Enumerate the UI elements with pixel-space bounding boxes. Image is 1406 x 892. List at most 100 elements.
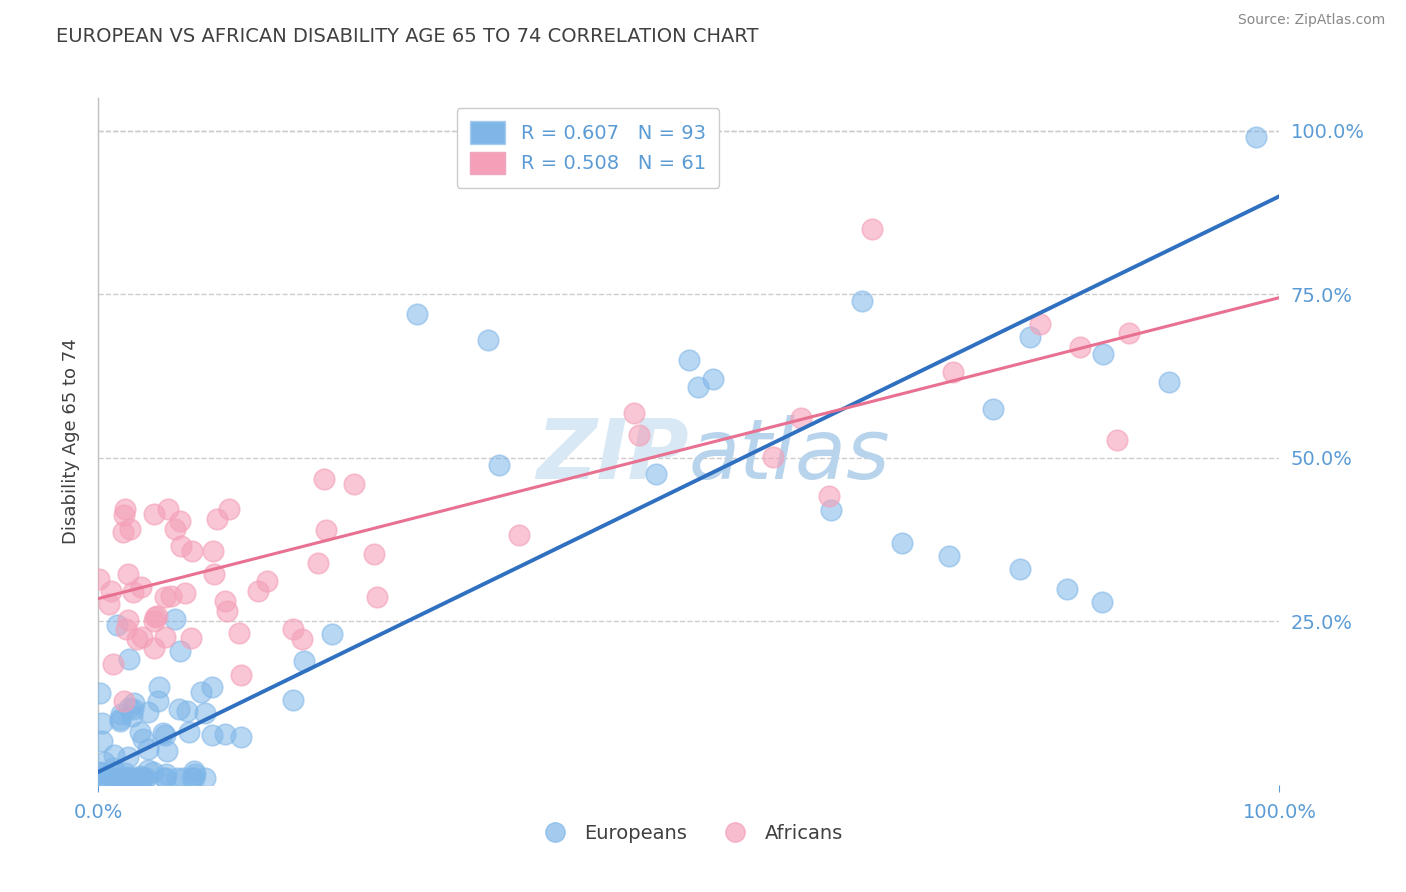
Point [314, 471, 336, 485]
Point [181, 772, 204, 786]
Point [152, 726, 174, 740]
Point [118, 652, 141, 666]
Point [163, 522, 186, 536]
Point [183, 772, 205, 786]
Point [201, 544, 224, 558]
Point [136, 705, 159, 719]
Point [129, 724, 152, 739]
Point [118, 700, 141, 714]
Y-axis label: Disability Age 65 to 74: Disability Age 65 to 74 [62, 339, 80, 544]
Point [160, 589, 183, 603]
Point [363, 547, 385, 561]
Point [366, 591, 388, 605]
Point [110, 772, 132, 786]
Point [890, 536, 912, 550]
Point [121, 584, 143, 599]
Point [166, 772, 188, 786]
Point [134, 772, 156, 786]
Point [153, 630, 176, 644]
Point [214, 594, 236, 608]
Point [292, 654, 315, 668]
Point [217, 603, 239, 617]
Point [762, 450, 785, 464]
Point [114, 772, 136, 786]
Point [290, 632, 312, 647]
Point [148, 680, 170, 694]
Point [118, 522, 141, 536]
Point [202, 566, 225, 581]
Point [860, 222, 883, 236]
Point [103, 772, 125, 786]
Point [103, 748, 125, 763]
Point [228, 626, 250, 640]
Point [143, 614, 166, 628]
Point [101, 657, 124, 671]
Point [148, 694, 170, 708]
Point [117, 613, 139, 627]
Point [508, 527, 530, 541]
Point [1008, 562, 1031, 576]
Point [115, 772, 138, 786]
Point [122, 696, 145, 710]
Point [110, 712, 132, 726]
Point [155, 591, 177, 605]
Text: ZIP: ZIP [536, 415, 689, 496]
Point [702, 372, 724, 386]
Point [142, 641, 165, 656]
Point [1118, 326, 1140, 341]
Point [128, 768, 150, 782]
Point [121, 772, 143, 786]
Point [91, 715, 114, 730]
Point [114, 501, 136, 516]
Point [143, 610, 166, 624]
Point [89, 772, 111, 786]
Point [214, 727, 236, 741]
Point [818, 489, 841, 503]
Point [101, 761, 124, 775]
Point [645, 467, 668, 481]
Point [112, 694, 135, 708]
Point [169, 514, 191, 528]
Point [942, 365, 965, 379]
Point [183, 764, 205, 779]
Point [89, 686, 111, 700]
Point [170, 539, 193, 553]
Point [628, 427, 651, 442]
Point [1107, 434, 1129, 448]
Point [112, 772, 135, 786]
Point [89, 766, 111, 780]
Point [981, 401, 1004, 416]
Point [103, 772, 125, 786]
Point [315, 524, 337, 538]
Legend: Europeans, Africans: Europeans, Africans [527, 816, 851, 851]
Point [93, 755, 115, 769]
Point [200, 728, 222, 742]
Point [105, 617, 128, 632]
Point [623, 407, 645, 421]
Point [790, 411, 813, 425]
Point [110, 707, 132, 722]
Point [169, 643, 191, 657]
Point [1244, 130, 1267, 145]
Point [488, 458, 510, 472]
Point [820, 503, 842, 517]
Point [477, 333, 499, 347]
Point [686, 380, 709, 394]
Point [117, 749, 139, 764]
Point [112, 524, 135, 539]
Point [131, 772, 153, 786]
Point [131, 580, 153, 594]
Point [1091, 595, 1114, 609]
Point [153, 772, 176, 786]
Text: atlas: atlas [689, 415, 890, 496]
Point [194, 706, 217, 720]
Point [176, 705, 198, 719]
Point [184, 767, 207, 781]
Point [281, 693, 304, 707]
Point [229, 668, 252, 682]
Point [194, 772, 217, 786]
Point [153, 772, 176, 786]
Point [1157, 376, 1180, 390]
Point [114, 772, 136, 786]
Point [125, 772, 148, 786]
